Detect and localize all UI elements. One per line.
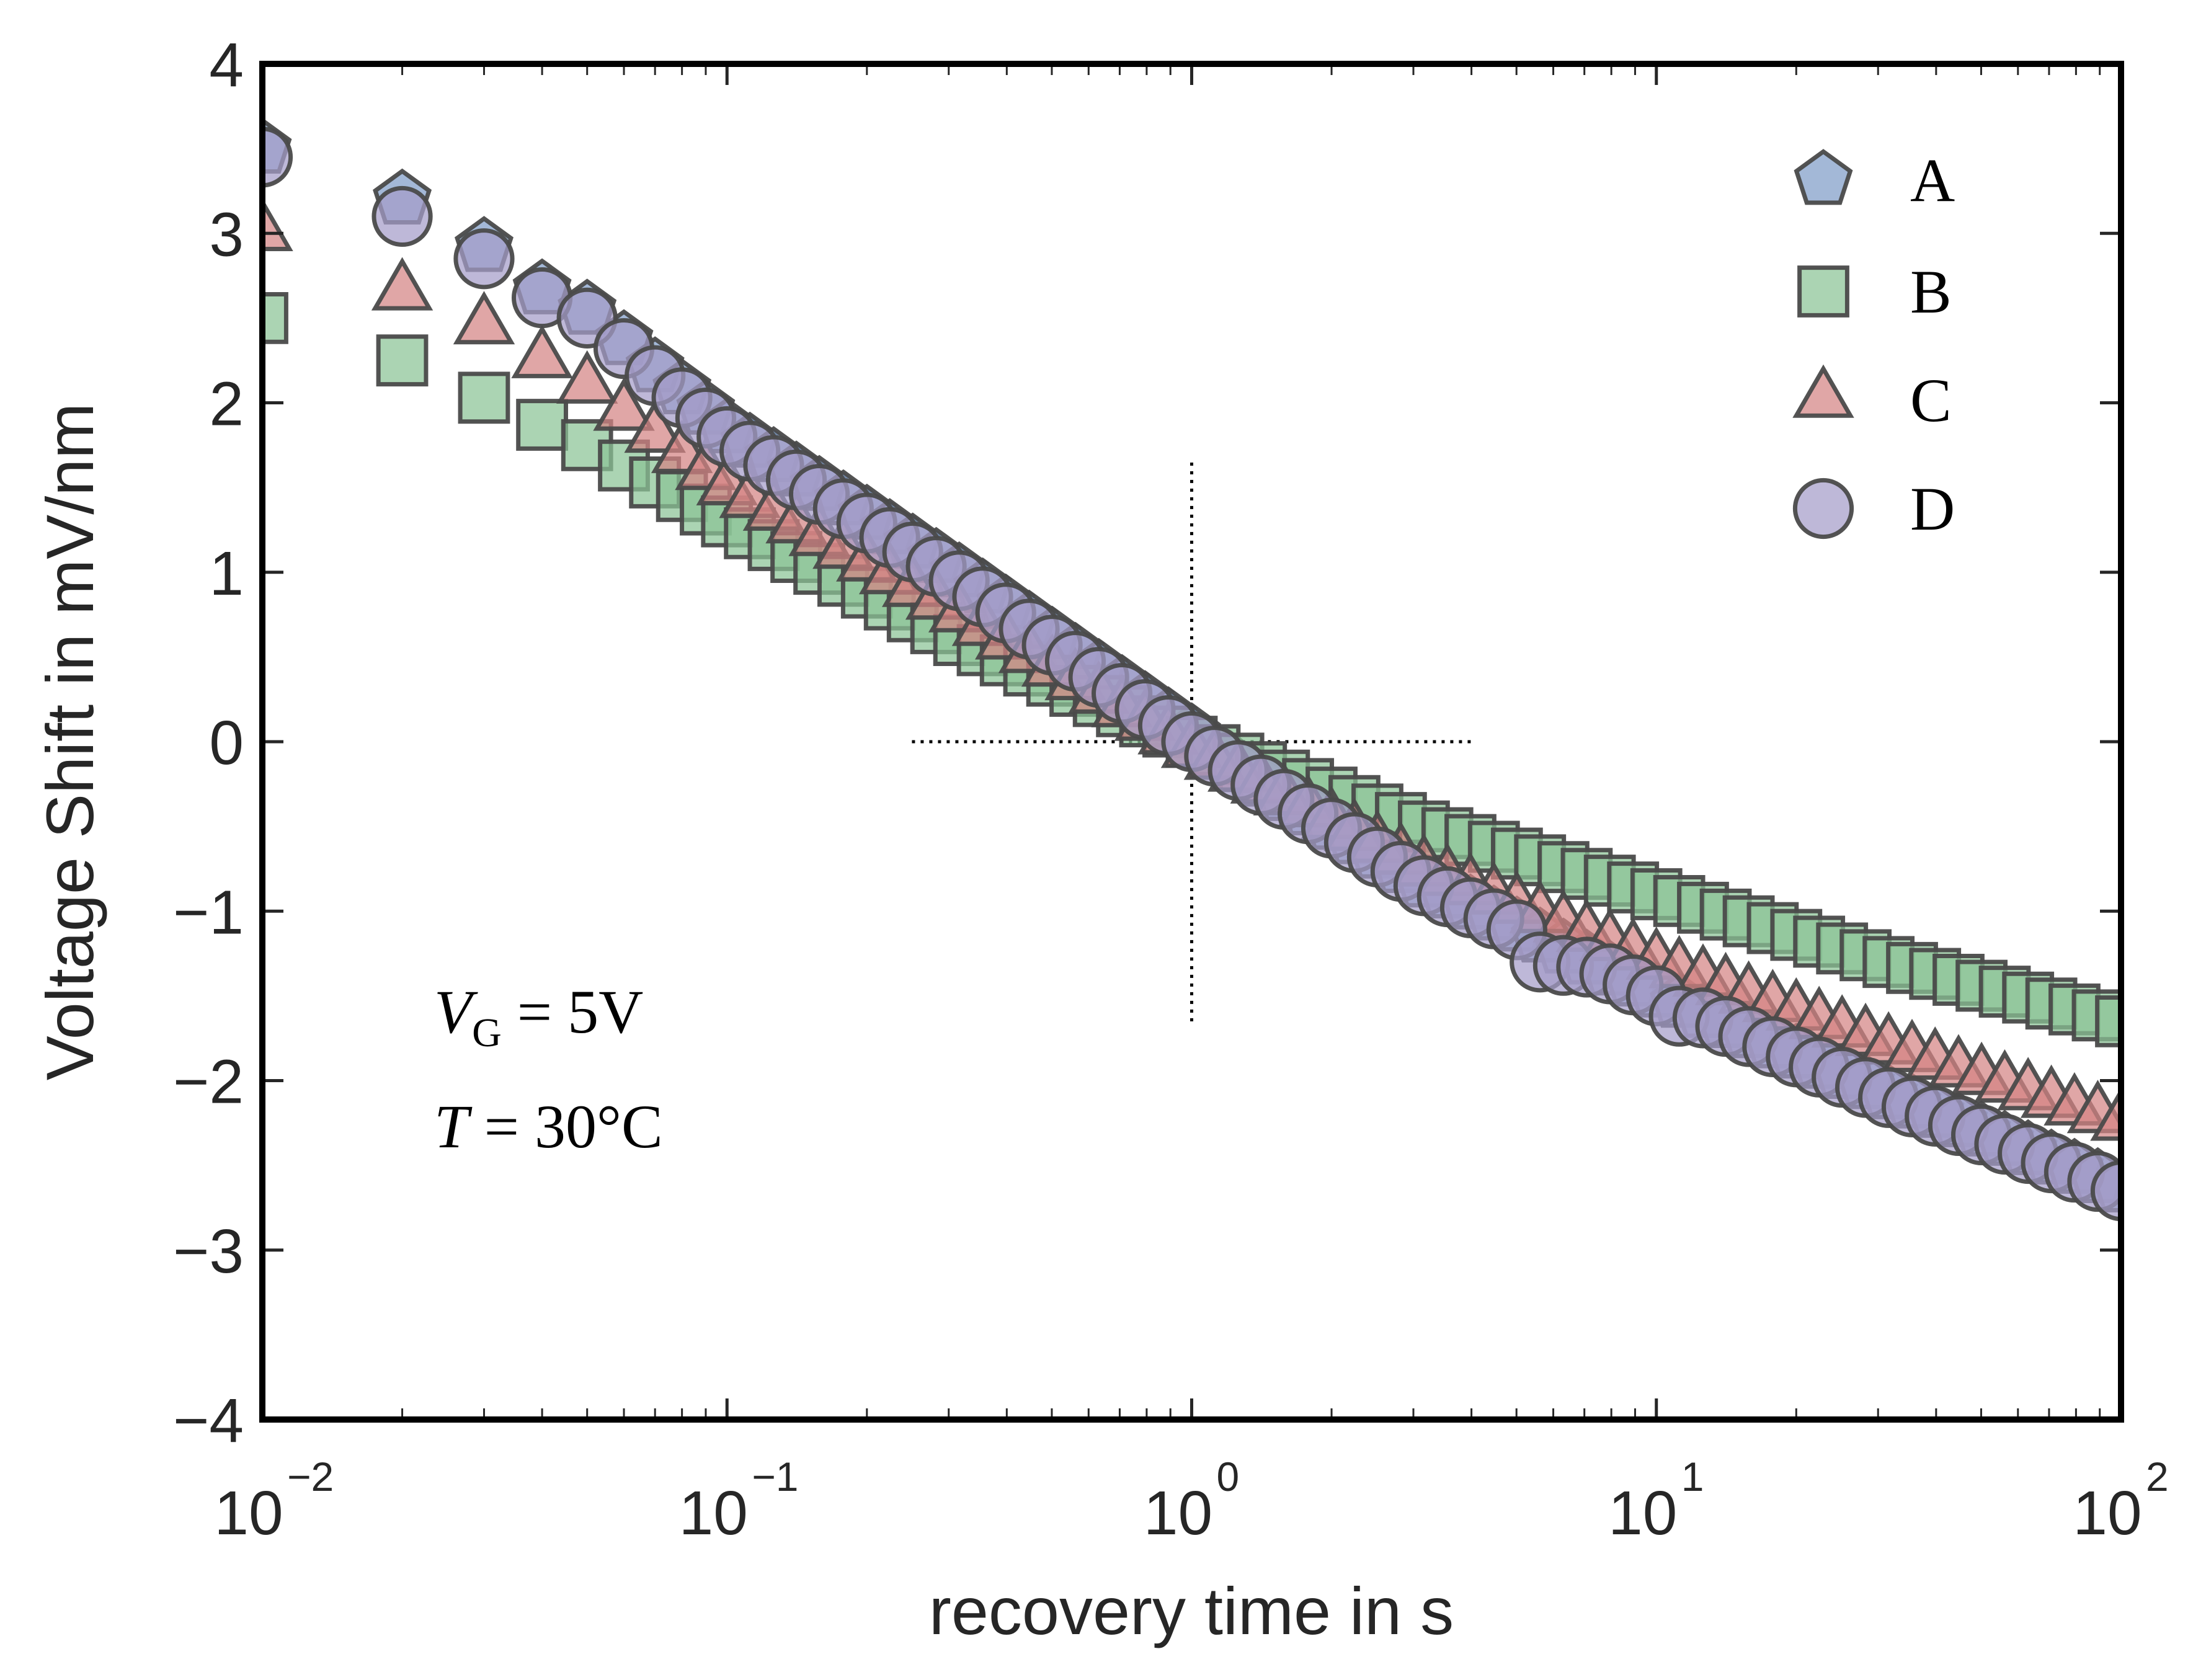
x-axis-label: recovery time in s	[929, 1573, 1454, 1648]
legend-label-D: D	[1910, 474, 1955, 543]
data-point-C	[262, 197, 293, 251]
legend-marker-B	[1797, 265, 1849, 318]
x-tick-label: 10	[214, 1478, 283, 1548]
y-axis-label: Voltage Shift in mV/nm	[32, 403, 107, 1081]
series-D	[262, 127, 2121, 1222]
x-tick-exponent: −1	[752, 1454, 798, 1500]
y-tick-label: 0	[209, 708, 244, 778]
annotation-temperature: T = 30°C	[434, 1092, 663, 1161]
y-tick-label: 2	[209, 370, 244, 439]
legend-marker-D	[1792, 478, 1854, 540]
data-point-C	[453, 291, 515, 345]
annotation-gate-voltage: VG = 5V	[434, 977, 643, 1056]
x-tick-exponent: 2	[2146, 1454, 2169, 1500]
legend-label-B: B	[1910, 257, 1952, 326]
data-point-D	[262, 127, 293, 188]
y-tick-label: −1	[173, 878, 244, 947]
x-tick-label: 10	[679, 1478, 748, 1548]
y-tick-label: 4	[209, 30, 244, 100]
x-tick-exponent: 0	[1217, 1454, 1240, 1500]
x-tick-label: 10	[1144, 1478, 1212, 1548]
data-point-D	[453, 228, 515, 290]
legend-item-D: D	[1792, 474, 1955, 543]
data-point-B	[2095, 995, 2121, 1047]
y-tick-label: −4	[173, 1386, 244, 1456]
data-point-B	[262, 291, 288, 344]
data-point-C	[556, 350, 618, 404]
data-point-C	[511, 324, 573, 378]
x-tick-exponent: 1	[1681, 1454, 1704, 1500]
x-tick-label: 10	[1608, 1478, 1677, 1548]
data-point-C	[624, 399, 686, 453]
data-point-B	[516, 399, 568, 451]
y-tick-label: −3	[173, 1217, 244, 1286]
legend-marker-A	[1794, 149, 1853, 205]
data-point-C	[2090, 1087, 2121, 1141]
legend-marker-C	[1792, 364, 1854, 418]
legend-item-C: C	[1792, 364, 1952, 435]
legend-item-B: B	[1797, 257, 1952, 326]
x-tick-exponent: −2	[287, 1454, 334, 1500]
data-point-C	[371, 257, 434, 311]
annotation: VG = 5V T = 30°C	[434, 977, 663, 1161]
data-point-D	[371, 185, 433, 247]
data-point-B	[458, 371, 510, 424]
data-series	[262, 117, 2121, 1222]
data-point-B	[376, 334, 429, 387]
y-tick-label: −2	[173, 1047, 244, 1117]
legend-label-C: C	[1910, 366, 1952, 435]
y-tick-label: 3	[209, 200, 244, 269]
y-tick-labels: 4 3 2 1 0 −1 −2 −3 −4	[173, 30, 244, 1456]
x-tick-label: 10	[2073, 1478, 2142, 1548]
axes-frame	[259, 61, 2124, 1423]
legend-label-A: A	[1910, 146, 1955, 215]
legend-item-A: A	[1794, 146, 1955, 215]
data-point-C	[593, 377, 655, 431]
y-tick-label: 1	[209, 539, 244, 608]
